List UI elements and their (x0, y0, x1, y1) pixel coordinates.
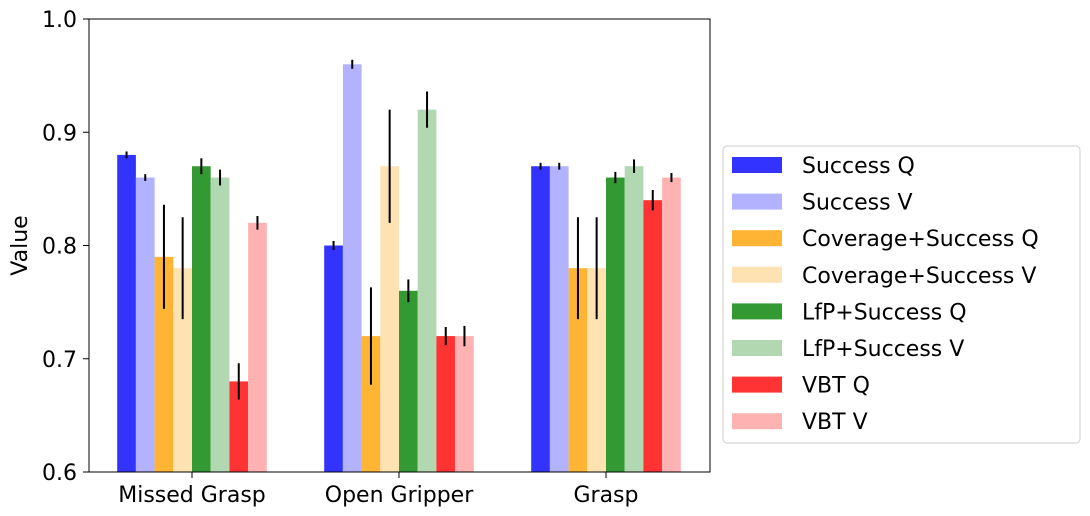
bar (587, 268, 606, 472)
legend: Success Q Success V Coverage+Success Q Cove… (722, 145, 1081, 444)
bar (229, 381, 249, 472)
bar (568, 268, 588, 472)
bar (210, 177, 230, 473)
legend-swatch (732, 376, 782, 393)
legend-entry: Coverage+Success Q (802, 227, 1039, 252)
bar (455, 336, 474, 472)
bar (417, 109, 437, 472)
error-bars-layer (125, 59, 673, 400)
legend-entry: VBT Q (802, 374, 870, 399)
y-tick-label: 0.9 (42, 121, 77, 146)
y-axis-label: Value (8, 215, 33, 275)
bar (531, 166, 550, 472)
bars-layer (117, 64, 681, 473)
legend-swatch (732, 157, 782, 173)
legend-entry: Coverage+Success V (802, 264, 1036, 289)
bar (248, 222, 267, 472)
legend-entry: VBT V (802, 410, 868, 435)
y-tick-label: 0.7 (42, 348, 77, 373)
legend-swatch (732, 266, 782, 283)
bar (192, 166, 211, 472)
bar (436, 336, 456, 472)
bar (624, 166, 644, 472)
bar (154, 256, 174, 472)
legend-swatch (732, 303, 782, 320)
legend-box (722, 145, 1081, 444)
legend-swatch (732, 340, 782, 356)
legend-entry: LfP+Success V (802, 337, 964, 362)
x-tick-label: Open Gripper (325, 483, 474, 508)
bar (173, 268, 192, 472)
x-tick-label: Grasp (573, 483, 638, 508)
legend-swatch (732, 413, 782, 430)
legend-entry: Success V (802, 191, 913, 216)
bar (399, 290, 418, 472)
legend-swatch (732, 230, 782, 247)
y-tick-label: 0.8 (42, 235, 77, 260)
bar (135, 177, 155, 473)
bar (643, 200, 663, 472)
bar (549, 166, 569, 472)
bar (361, 336, 381, 472)
x-axis: Missed Grasp Open Gripper Grasp (118, 472, 639, 508)
bar (342, 64, 362, 473)
legend-entry: Success Q (802, 154, 915, 179)
bar (606, 177, 625, 473)
x-tick-label: Missed Grasp (118, 483, 266, 508)
y-tick-label: 0.6 (42, 461, 77, 486)
y-axis: 0.6 0.7 0.8 0.9 1.0 (42, 8, 89, 486)
legend-entry: LfP+Success Q (802, 300, 967, 325)
bar (324, 245, 343, 472)
legend-swatch (732, 193, 782, 210)
bar (380, 166, 399, 472)
bar (117, 154, 136, 472)
bar (662, 177, 681, 473)
y-tick-label: 1.0 (42, 8, 77, 33)
